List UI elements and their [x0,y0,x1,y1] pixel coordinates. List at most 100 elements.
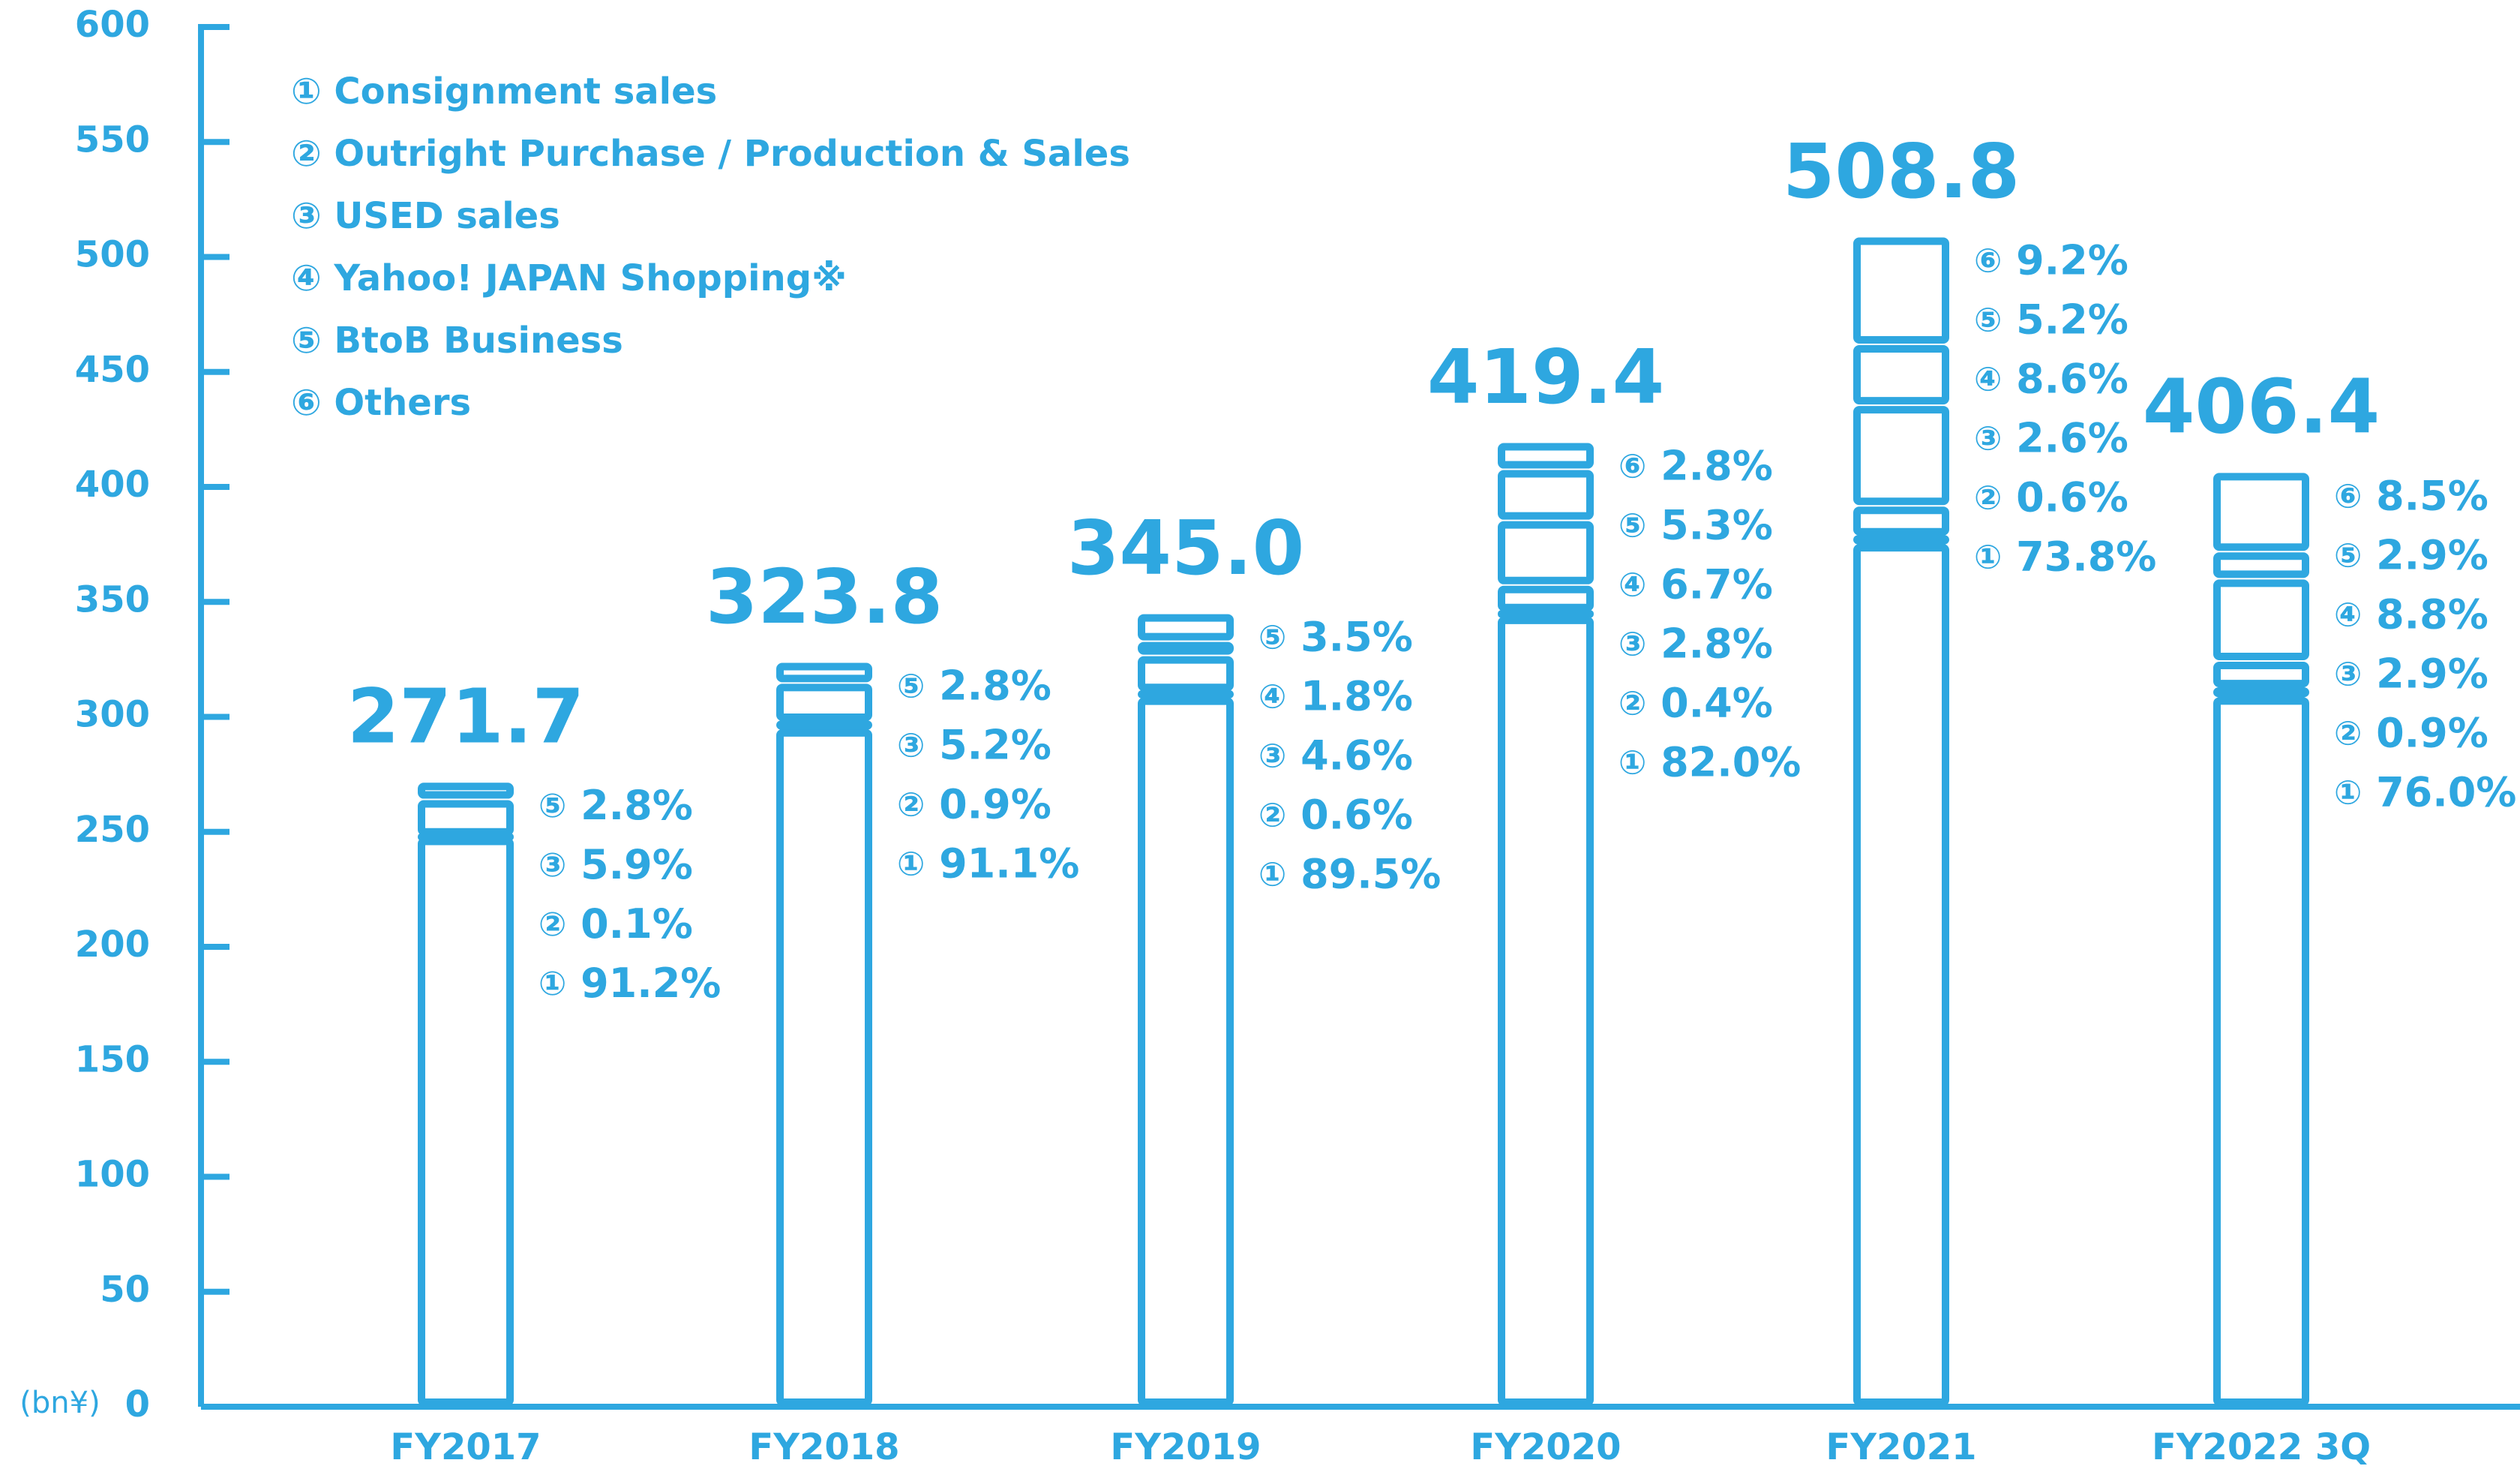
bar-segment [1853,406,1949,506]
segment-value: 1.8% [1300,672,1413,719]
segment-label: ① 91.2% [538,960,721,1007]
bar-segment [776,683,872,721]
segment-marker: ① [1618,744,1646,783]
segment-label: ④ 8.8% [2334,590,2488,638]
y-tick-label: 100 [75,1154,150,1196]
x-tick-label: FY2017 [390,1426,541,1468]
legend-marker: ③ [291,195,322,237]
segment-value: 0.1% [580,900,693,948]
total-label: 271.7 [347,673,584,761]
y-tick-label: 500 [75,234,150,276]
bar-segment [2213,661,2309,688]
segment-label: ② 0.6% [1974,473,2128,521]
segment-marker: ③ [897,727,925,765]
total-label: 345.0 [1067,504,1304,592]
segment-label: ⑤ 5.3% [1618,501,1773,548]
segment-label: ① 76.0% [2334,768,2516,816]
segment-marker: ① [2334,774,2362,812]
total-label: 419.4 [1427,333,1664,421]
segment-marker: ① [1974,539,2002,577]
total-label: 406.4 [2143,363,2380,451]
segment-label: ⑤ 2.8% [897,662,1052,709]
segment-label: ⑥ 9.2% [1974,236,2128,284]
bar-segment [776,662,872,683]
segment-value: 82.0% [1660,738,1801,786]
legend-name: Consignment sales [334,71,717,113]
legend-name: Outright Purchase / Production & Sales [334,133,1130,175]
segment-value: 2.6% [2016,414,2128,461]
segment-value: 3.5% [1300,613,1413,660]
y-tick-label: 600 [75,4,150,46]
legend-name: Others [334,382,471,424]
bar-segment [1498,609,1594,619]
segment-value: 8.8% [2376,590,2488,638]
bar-segment [1853,506,1949,536]
segment-value: 2.9% [2376,650,2488,697]
segment-label: ① 91.1% [897,840,1079,887]
segment-label: ① 89.5% [1258,850,1441,897]
legend-entry: ① Consignment sales [291,71,717,113]
segment-marker: ⑤ [1974,302,2002,340]
segment-label: ⑤ 3.5% [1258,613,1413,660]
bar-segment [2213,579,2309,660]
total-label: 323.8 [706,553,943,641]
legend-name: BtoB Business [334,320,622,362]
segment-marker: ⑤ [897,668,925,706]
legend-entry: ② Outright Purchase / Production & Sales [291,133,1130,175]
segment-marker: ① [538,965,566,1003]
segment-label: ③ 2.9% [2334,650,2488,697]
y-unit: (bn¥) [20,1386,100,1420]
segment-marker: ⑥ [2334,477,2362,515]
segment-value: 5.2% [2016,296,2128,343]
bar-segment [1138,689,1234,699]
y-tick-label: 150 [75,1038,150,1080]
segment-marker: ① [1258,856,1286,894]
legend-marker: ① [291,71,322,113]
legend-marker: ⑤ [291,320,322,362]
bar-segment [1138,656,1234,692]
legend-marker: ⑥ [291,382,322,424]
segment-value: 5.2% [939,721,1052,768]
bar-segment [1853,534,1949,545]
segment-label: ⑤ 2.8% [538,782,693,829]
segment-value: 91.1% [939,840,1079,887]
segment-label: ③ 4.6% [1258,731,1413,779]
x-tick-label: FY2020 [1470,1426,1621,1468]
segment-label: ② 0.4% [1618,679,1773,726]
segment-marker: ③ [538,846,566,885]
y-tick-label: 50 [100,1269,150,1311]
bar-segment [2213,552,2309,578]
segment-value: 5.9% [580,841,693,888]
segment-value: 73.8% [2016,533,2156,580]
x-tick-label: FY2019 [1110,1426,1261,1468]
segment-value: 4.6% [1300,731,1413,779]
y-tick-label: 0 [125,1383,150,1425]
segment-label: ⑤ 5.2% [1974,296,2128,343]
segment-marker: ③ [1974,420,2002,458]
segment-marker: ④ [1618,566,1646,605]
bar-segment [2213,473,2309,551]
segment-label: ④ 6.7% [1618,560,1773,608]
legend-marker: ② [291,133,322,175]
segment-value: 8.5% [2376,472,2488,519]
bar-segment [2213,686,2309,698]
segment-value: 0.9% [2376,709,2488,756]
segment-marker: ② [538,906,566,944]
segment-marker: ② [1618,685,1646,723]
legend-name: Yahoo! JAPAN Shopping※ [333,257,846,299]
legend-entry: ④ Yahoo! JAPAN Shopping※ [291,257,847,299]
segment-marker: ② [2334,714,2362,753]
total-label: 508.8 [1783,128,2020,215]
bar-segment [1853,237,1949,344]
segment-marker: ③ [2334,655,2362,693]
segment-value: 2.8% [580,782,693,829]
y-tick-label: 450 [75,349,150,391]
segment-marker: ② [1258,797,1286,835]
segment-value: 2.8% [1660,620,1773,667]
segment-label: ② 0.9% [897,780,1052,828]
segment-label: ⑥ 2.8% [1618,442,1773,489]
y-tick-label: 400 [75,464,150,506]
bar-segment [776,728,872,1406]
segment-marker: ⑥ [1618,448,1646,486]
